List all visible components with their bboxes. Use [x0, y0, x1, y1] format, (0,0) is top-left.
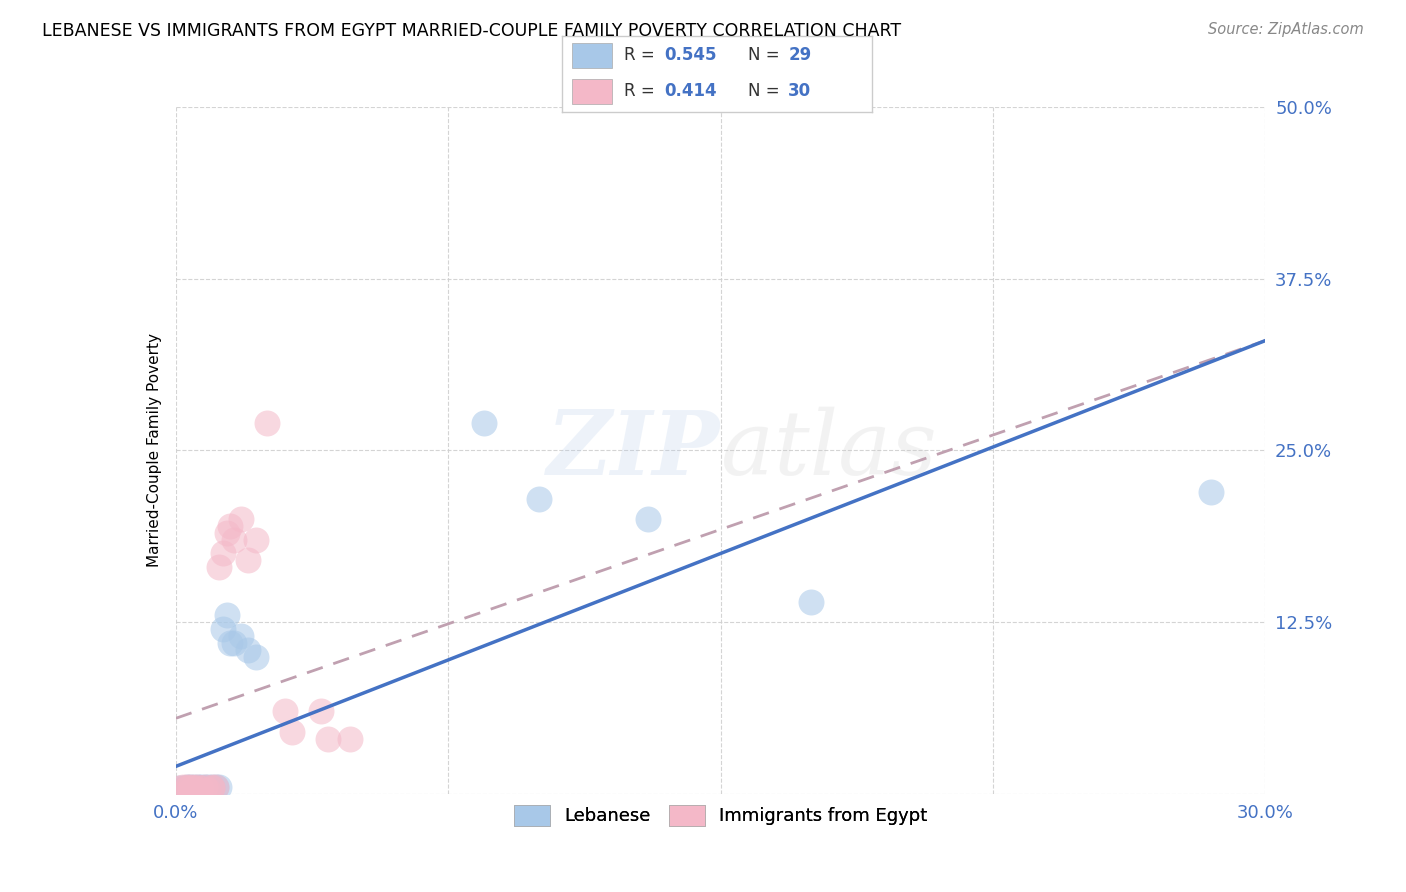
- Point: [194, 780, 217, 794]
- Point: [197, 780, 219, 794]
- Point: [183, 781, 205, 796]
- Point: [204, 780, 226, 794]
- Point: [186, 780, 209, 794]
- Point: [176, 780, 198, 794]
- Point: [186, 782, 209, 797]
- Point: [208, 780, 231, 794]
- Point: [201, 781, 224, 796]
- Point: [238, 553, 260, 567]
- Point: [274, 705, 297, 719]
- Point: [179, 780, 201, 794]
- Point: [281, 725, 304, 739]
- Point: [172, 781, 194, 796]
- FancyBboxPatch shape: [572, 43, 612, 68]
- Text: ZIP: ZIP: [547, 408, 721, 493]
- Text: LEBANESE VS IMMIGRANTS FROM EGYPT MARRIED-COUPLE FAMILY POVERTY CORRELATION CHAR: LEBANESE VS IMMIGRANTS FROM EGYPT MARRIE…: [42, 22, 901, 40]
- Point: [219, 636, 242, 650]
- Point: [190, 780, 212, 794]
- Point: [219, 519, 242, 533]
- Point: [190, 781, 212, 796]
- Point: [176, 780, 198, 794]
- Text: R =: R =: [624, 82, 661, 101]
- Point: [201, 780, 224, 794]
- Text: atlas: atlas: [721, 407, 936, 494]
- Point: [197, 782, 219, 797]
- Point: [231, 512, 253, 526]
- Text: 0.545: 0.545: [665, 46, 717, 64]
- Point: [183, 780, 205, 794]
- Point: [204, 780, 226, 794]
- Point: [245, 649, 267, 664]
- Point: [309, 705, 332, 719]
- Point: [637, 512, 659, 526]
- Point: [190, 781, 212, 796]
- Point: [245, 533, 267, 547]
- Point: [176, 781, 198, 796]
- Text: 0.414: 0.414: [665, 82, 717, 101]
- Point: [231, 629, 253, 643]
- Point: [238, 642, 260, 657]
- Point: [169, 781, 191, 796]
- Legend: Lebanese, Immigrants from Egypt: Lebanese, Immigrants from Egypt: [506, 797, 935, 833]
- Point: [527, 491, 550, 506]
- Point: [194, 780, 217, 794]
- FancyBboxPatch shape: [572, 78, 612, 104]
- Point: [222, 636, 245, 650]
- Point: [215, 608, 238, 623]
- Text: Source: ZipAtlas.com: Source: ZipAtlas.com: [1208, 22, 1364, 37]
- Text: 30: 30: [789, 82, 811, 101]
- Point: [474, 416, 496, 430]
- Point: [183, 781, 205, 796]
- Point: [186, 780, 209, 794]
- Point: [318, 731, 340, 746]
- Point: [179, 782, 201, 797]
- Point: [222, 533, 245, 547]
- Text: R =: R =: [624, 46, 661, 64]
- Point: [212, 622, 235, 636]
- Point: [339, 731, 361, 746]
- Point: [256, 416, 278, 430]
- Point: [176, 781, 198, 796]
- Point: [201, 780, 224, 794]
- Point: [1199, 484, 1222, 499]
- Text: N =: N =: [748, 46, 785, 64]
- Point: [215, 525, 238, 540]
- Point: [179, 782, 201, 797]
- Text: N =: N =: [748, 82, 785, 101]
- Point: [186, 781, 209, 796]
- Point: [208, 560, 231, 574]
- Y-axis label: Married-Couple Family Poverty: Married-Couple Family Poverty: [146, 334, 162, 567]
- Point: [172, 780, 194, 794]
- Point: [169, 781, 191, 796]
- Point: [183, 780, 205, 794]
- Point: [800, 594, 823, 608]
- Point: [212, 546, 235, 561]
- Point: [179, 780, 201, 794]
- Text: 29: 29: [789, 46, 811, 64]
